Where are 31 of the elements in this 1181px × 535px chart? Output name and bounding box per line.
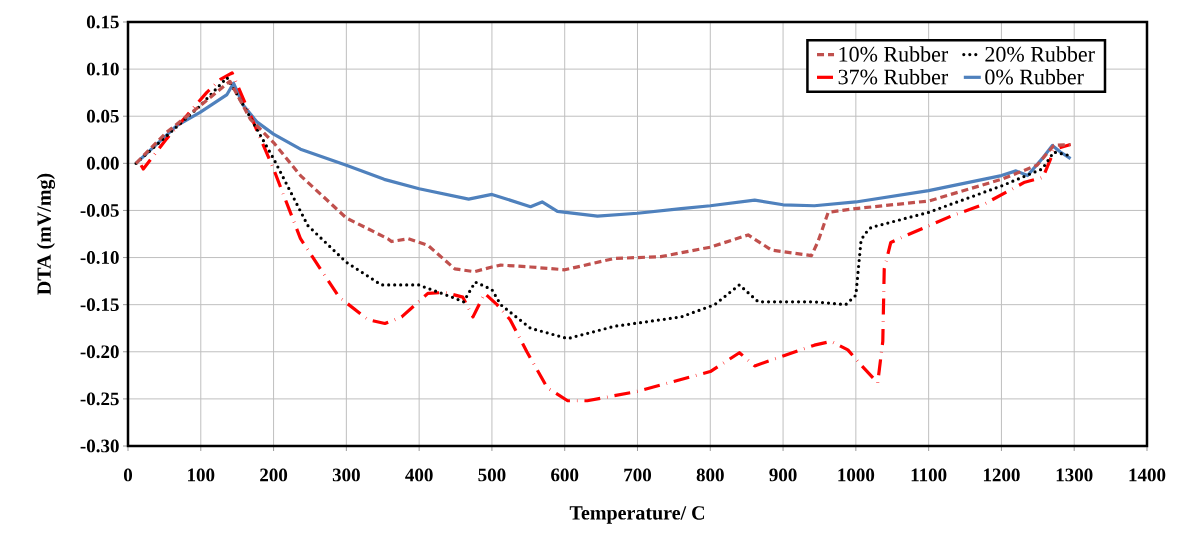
- legend-label: 10% Rubber: [839, 46, 949, 62]
- y-tick-label: 0.15: [86, 15, 119, 29]
- y-tick-label: -0.15: [80, 298, 119, 312]
- legend-label: 37% Rubber: [838, 68, 949, 85]
- y-axis-title: DTA (mV/mg): [36, 173, 56, 295]
- y-tick-label: 0.00: [86, 156, 119, 170]
- y-tick-label: -0.05: [80, 203, 119, 217]
- x-tick-label: 200: [260, 468, 288, 482]
- legend-label: 20% Rubber: [985, 46, 1095, 62]
- x-tick-label: 1200: [983, 468, 1020, 482]
- legend-label: 0% Rubber: [985, 68, 1084, 85]
- x-tick-label: 1100: [911, 468, 947, 482]
- y-tick-label: -0.25: [80, 392, 119, 406]
- x-tick-label: 500: [478, 468, 506, 482]
- x-tick-label: 100: [188, 468, 215, 482]
- x-axis-title: Temperature/ C: [569, 506, 705, 524]
- x-tick-label: 900: [769, 468, 797, 482]
- x-tick-label: 700: [624, 468, 652, 482]
- x-tick-label: 1000: [838, 468, 875, 482]
- x-tick-label: 1300: [1056, 468, 1093, 482]
- x-tick-label: 300: [332, 468, 360, 482]
- y-tick-label: -0.30: [80, 439, 119, 453]
- y-tick-label: 0.05: [86, 109, 119, 123]
- x-tick-label: 400: [405, 468, 433, 482]
- x-tick-label: 0: [123, 468, 133, 482]
- y-tick-label: 0.10: [86, 62, 119, 76]
- x-tick-label: 600: [551, 468, 579, 482]
- x-tick-label: 1400: [1129, 468, 1166, 482]
- x-tick-label: 800: [696, 468, 724, 482]
- y-tick-label: -0.10: [80, 251, 119, 264]
- y-tick-label: -0.20: [80, 345, 119, 359]
